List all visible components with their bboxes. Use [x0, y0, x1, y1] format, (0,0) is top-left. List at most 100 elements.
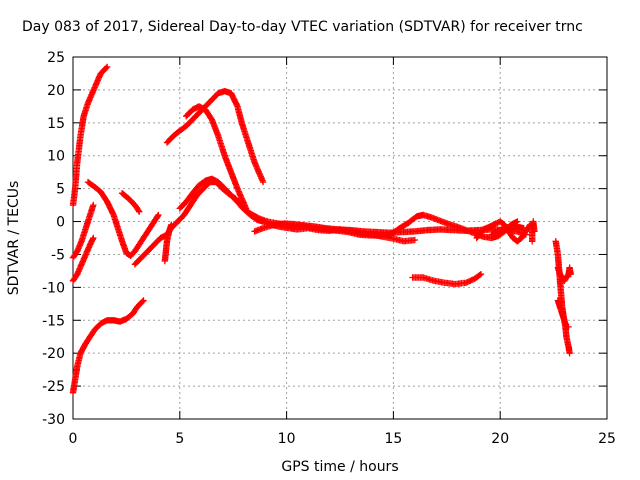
data-point [567, 273, 570, 276]
data-point [76, 365, 79, 368]
data-point [138, 243, 140, 246]
data-point [480, 273, 482, 276]
data-point [326, 228, 329, 231]
data-point [358, 233, 361, 236]
data-point [516, 220, 519, 223]
data-point [456, 226, 459, 228]
data-point [138, 210, 140, 213]
data-point [198, 112, 200, 114]
data-point [230, 171, 232, 173]
data-point [568, 266, 571, 269]
y-tick-label: 15 [47, 116, 65, 132]
data-point [561, 312, 563, 315]
chart-title: Day 083 of 2017, Sidereal Day-to-day VTE… [22, 19, 583, 35]
data-point [198, 184, 200, 187]
series-layer [69, 63, 574, 396]
x-tick-label: 0 [69, 431, 78, 447]
data-point [93, 185, 96, 188]
data-point [283, 222, 286, 225]
data-point [134, 263, 136, 266]
data-point [76, 250, 79, 252]
x-tick-label: 25 [598, 431, 616, 447]
data-point [91, 92, 93, 94]
data-point [132, 312, 134, 315]
data-point [567, 345, 570, 348]
data-point [217, 181, 219, 183]
x-tick-label: 15 [384, 431, 402, 447]
series-arc19 [554, 297, 572, 331]
data-point [531, 227, 533, 229]
series-arc1 [69, 63, 111, 209]
data-point [439, 228, 442, 231]
data-point [422, 214, 425, 216]
data-point [337, 230, 339, 232]
data-point [100, 72, 102, 75]
data-point [87, 102, 89, 104]
data-point [554, 240, 557, 243]
series-arc2 [69, 201, 97, 261]
data-point [568, 352, 571, 355]
y-tick-label: 10 [47, 149, 65, 165]
data-point [403, 240, 405, 243]
data-point [465, 282, 467, 284]
data-point [170, 224, 173, 226]
data-point [407, 222, 410, 224]
data-point [433, 280, 435, 282]
data-point [100, 191, 102, 193]
data-point [369, 234, 371, 237]
data-point [85, 227, 87, 229]
data-point [439, 220, 442, 222]
series-arc6 [118, 190, 143, 215]
data-point [166, 240, 168, 243]
data-point [497, 230, 499, 233]
data-point [390, 233, 393, 235]
data-point [87, 181, 89, 183]
data-point [422, 276, 425, 279]
data-point [204, 108, 207, 111]
data-point [230, 92, 232, 94]
data-point [249, 148, 252, 150]
x-axis-title: GPS time / hours [281, 459, 398, 475]
data-point [85, 342, 87, 345]
series-arc9 [163, 88, 267, 186]
data-point [121, 192, 123, 194]
data-point [362, 230, 365, 233]
data-point [74, 378, 76, 381]
data-point [72, 204, 74, 206]
data-point [159, 237, 162, 239]
data-point [134, 204, 136, 206]
data-point [223, 154, 226, 157]
data-point [191, 192, 194, 194]
series-arc12 [251, 211, 521, 242]
data-point [164, 260, 166, 262]
data-point [499, 220, 502, 223]
data-point [557, 299, 559, 302]
data-point [82, 115, 85, 117]
data-point [121, 240, 123, 243]
data-point [454, 283, 457, 285]
data-point [426, 229, 429, 231]
series-arc3 [69, 234, 97, 284]
data-point [79, 352, 82, 355]
data-point [240, 197, 243, 200]
data-point [475, 237, 478, 239]
data-point [495, 222, 497, 225]
data-point [179, 207, 181, 210]
data-point [147, 230, 149, 233]
data-point [243, 207, 245, 210]
data-point [443, 282, 446, 284]
data-point [516, 230, 519, 233]
data-point [211, 178, 213, 180]
data-point [253, 161, 256, 164]
series-arc8 [161, 221, 175, 265]
data-point [497, 235, 499, 237]
data-point [565, 326, 568, 328]
data-point [399, 227, 401, 229]
data-point [142, 237, 145, 239]
data-point [89, 214, 91, 216]
data-point [473, 232, 476, 235]
data-point [465, 229, 467, 231]
data-point [273, 224, 275, 226]
data-point [296, 228, 299, 231]
grid-layer [73, 57, 607, 419]
